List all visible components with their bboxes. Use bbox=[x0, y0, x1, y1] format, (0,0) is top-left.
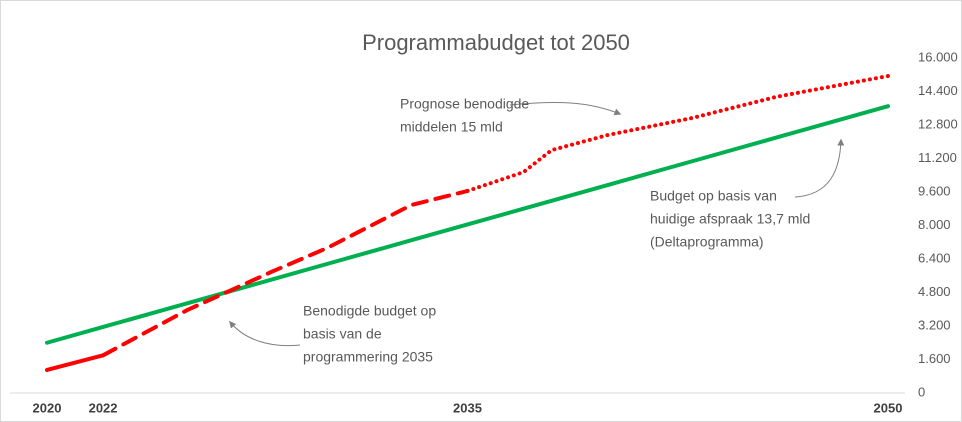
annotation-arrow bbox=[794, 138, 845, 198]
y-tick-label: 16.000 bbox=[918, 49, 958, 64]
y-tick-label: 1.600 bbox=[918, 351, 951, 366]
y-tick-label: 0 bbox=[918, 384, 925, 399]
annotation: programmering 2035 bbox=[303, 349, 433, 365]
annotation-arrow bbox=[229, 320, 301, 347]
x-tick-label: 2050 bbox=[874, 400, 903, 415]
annotation: (Deltaprogramma) bbox=[650, 234, 764, 250]
y-tick-label: 4.800 bbox=[918, 284, 951, 299]
y-tick-label: 3.200 bbox=[918, 317, 951, 332]
annotation: Budget op basis van bbox=[650, 188, 777, 204]
x-tick-label: 2035 bbox=[453, 400, 482, 415]
annotation: Benodigde budget op bbox=[303, 303, 436, 319]
series-line bbox=[45, 353, 106, 372]
series-line bbox=[465, 74, 890, 193]
y-tick-label: 11.200 bbox=[918, 150, 957, 165]
annotation: middelen 15 mld bbox=[400, 119, 503, 135]
y-tick-label: 12.800 bbox=[918, 116, 958, 131]
annotation: huidige afspraak 13,7 mld bbox=[650, 211, 810, 227]
annotation: basis van de bbox=[303, 326, 382, 342]
x-tick-label: 2020 bbox=[33, 400, 62, 415]
y-tick-label: 9.600 bbox=[918, 183, 951, 198]
y-tick-label: 8.000 bbox=[918, 217, 951, 232]
series-line bbox=[101, 188, 470, 358]
x-tick-label: 2022 bbox=[89, 400, 118, 415]
y-tick-label: 6.400 bbox=[918, 250, 951, 265]
annotation: Prognose benodigde bbox=[400, 96, 529, 112]
chart-title: Programmabudget tot 2050 bbox=[362, 30, 630, 55]
annotation-arrow bbox=[509, 101, 622, 116]
series-line bbox=[45, 104, 890, 345]
y-tick-label: 14.400 bbox=[918, 83, 958, 98]
